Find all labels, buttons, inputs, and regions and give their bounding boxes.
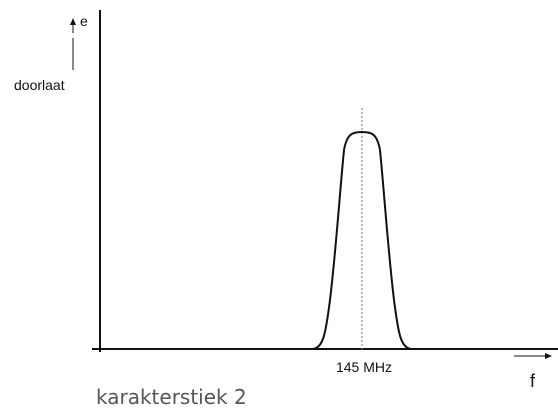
- diagram-caption: karakterstiek 2: [96, 385, 247, 409]
- passband-curve: [311, 131, 413, 350]
- y-axis-label: doorlaat: [14, 77, 65, 93]
- y-arrow-icon: [70, 18, 76, 33]
- x-arrow-icon: [514, 353, 552, 359]
- peak-frequency-label: 145 MHz: [336, 359, 392, 375]
- x-axis-symbol: f: [530, 371, 536, 391]
- y-axis-symbol: e: [80, 13, 88, 29]
